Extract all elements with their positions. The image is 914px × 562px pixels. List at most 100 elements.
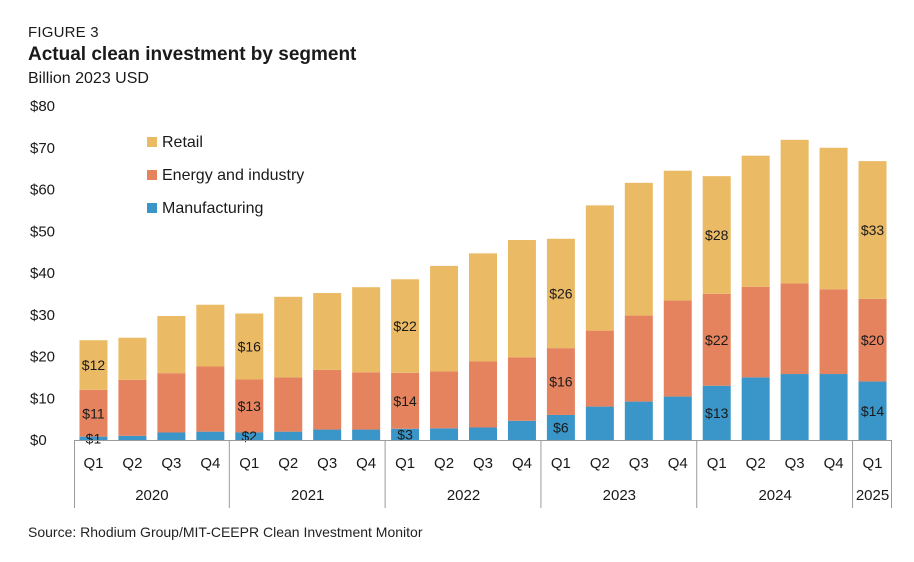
x-tick-label: Q1 (239, 455, 259, 472)
x-tick-label: Q2 (434, 455, 454, 472)
data-label-16-1: $22 (705, 332, 729, 348)
bar-retail-5 (274, 296, 303, 378)
data-label-4-0: $2 (241, 428, 257, 444)
bar-retail-16 (702, 176, 731, 294)
legend-label-retail: Retail (162, 134, 203, 151)
y-tick-label: $70 (30, 140, 55, 157)
chart-subtitle: Billion 2023 USD (28, 70, 149, 87)
bar-manufacturing-6 (313, 429, 342, 440)
bar-retail-8 (391, 279, 420, 373)
bar-energy-and-industry-7 (352, 372, 381, 430)
x-tick-label: Q3 (629, 455, 649, 472)
bar-energy-and-industry-11 (507, 357, 536, 421)
bar-manufacturing-0 (79, 436, 108, 440)
x-tick-label: Q1 (83, 455, 103, 472)
chart-title: Actual clean investment by segment (28, 44, 357, 65)
bar-energy-and-industry-0 (79, 389, 108, 437)
bar-retail-14 (624, 182, 653, 316)
data-label-8-2: $22 (393, 318, 417, 334)
bar-retail-0 (79, 340, 108, 390)
bar-retail-2 (157, 316, 186, 374)
bar-energy-and-industry-18 (780, 283, 809, 375)
bar-retail-4 (235, 313, 264, 380)
y-tick-label: $30 (30, 307, 55, 324)
x-group-label-2020: 2020 (135, 487, 168, 504)
y-axis: $0 $10 $20 $30 $40 $50 $60 $70 $80 (30, 98, 55, 449)
data-label-4-1: $13 (238, 398, 262, 414)
bar-manufacturing-5 (274, 431, 303, 440)
y-tick-label: $60 (30, 182, 55, 199)
bar-manufacturing-13 (585, 406, 614, 440)
x-tick-label: Q3 (473, 455, 493, 472)
bar-retail-11 (507, 240, 536, 358)
legend-swatch-retail (147, 137, 157, 147)
bar-retail-13 (585, 205, 614, 331)
x-tick-label: Q1 (707, 455, 727, 472)
bar-manufacturing-1 (118, 435, 147, 440)
x-group-label-2025: 2025 (856, 487, 889, 504)
bar-energy-and-industry-6 (313, 369, 342, 430)
bar-energy-and-industry-8 (391, 372, 420, 429)
data-label-8-1: $14 (393, 393, 417, 409)
data-label-20-2: $33 (861, 222, 885, 238)
bar-manufacturing-20 (858, 381, 887, 440)
bar-manufacturing-15 (663, 396, 692, 440)
data-labels-layer: $1 $11 $12 $2 $13 $16 $3 $14 $22 $6 $16 $26 $13 $22 $2… (82, 222, 885, 446)
x-group-label-2024: 2024 (758, 487, 791, 504)
bar-energy-and-industry-16 (702, 293, 731, 386)
legend-label-manufacturing: Manufacturing (162, 200, 263, 217)
data-label-12-1: $16 (549, 374, 573, 390)
bar-manufacturing-18 (780, 374, 809, 440)
x-tick-label: Q2 (122, 455, 142, 472)
x-tick-label: Q3 (785, 455, 805, 472)
bar-retail-9 (430, 265, 459, 372)
data-label-8-0: $3 (397, 426, 413, 442)
bar-manufacturing-17 (741, 377, 770, 440)
x-group-label-2023: 2023 (603, 487, 636, 504)
bar-energy-and-industry-1 (118, 379, 147, 436)
bar-retail-10 (469, 253, 497, 362)
bar-retail-3 (196, 304, 225, 367)
bar-manufacturing-12 (546, 414, 575, 440)
bar-energy-and-industry-3 (196, 366, 225, 432)
x-group-label-2022: 2022 (447, 487, 480, 504)
x-tick-label: Q1 (863, 455, 883, 472)
y-tick-label: $40 (30, 265, 55, 282)
y-tick-label: $50 (30, 223, 55, 240)
bar-manufacturing-19 (819, 374, 848, 440)
data-label-4-2: $16 (238, 338, 262, 354)
x-tick-label: Q4 (668, 455, 688, 472)
figure-label: FIGURE 3 (28, 24, 99, 41)
x-group-label-2021: 2021 (291, 487, 324, 504)
x-tick-label: Q1 (395, 455, 415, 472)
bar-energy-and-industry-15 (663, 300, 692, 397)
legend: Retail Energy and industry Manufacturing (147, 134, 304, 217)
y-tick-label: $10 (30, 390, 55, 407)
bar-manufacturing-2 (157, 432, 186, 440)
bar-energy-and-industry-9 (430, 371, 459, 429)
x-tick-label: Q2 (278, 455, 298, 472)
legend-swatch-energy-and-industry (147, 170, 157, 180)
bar-energy-and-industry-12 (546, 348, 575, 415)
bar-manufacturing-8 (391, 428, 420, 440)
x-tick-label: Q1 (551, 455, 571, 472)
bar-energy-and-industry-2 (157, 373, 186, 433)
data-label-16-2: $28 (705, 227, 729, 243)
bar-manufacturing-11 (507, 420, 536, 440)
x-tick-label: Q3 (161, 455, 181, 472)
x-tick-label: Q2 (746, 455, 766, 472)
data-label-12-0: $6 (553, 419, 569, 435)
bar-retail-1 (118, 337, 147, 380)
bar-retail-18 (780, 139, 809, 284)
bar-energy-and-industry-5 (274, 377, 303, 432)
x-tick-label: Q3 (317, 455, 337, 472)
bar-retail-7 (352, 287, 381, 373)
x-tick-label: Q2 (590, 455, 610, 472)
bar-retail-20 (858, 161, 887, 299)
bar-energy-and-industry-14 (624, 315, 653, 402)
data-label-20-0: $14 (861, 403, 885, 419)
x-tick-label: Q4 (512, 455, 532, 472)
bar-manufacturing-4 (235, 432, 264, 440)
y-tick-label: $20 (30, 349, 55, 366)
bar-energy-and-industry-10 (469, 361, 497, 428)
